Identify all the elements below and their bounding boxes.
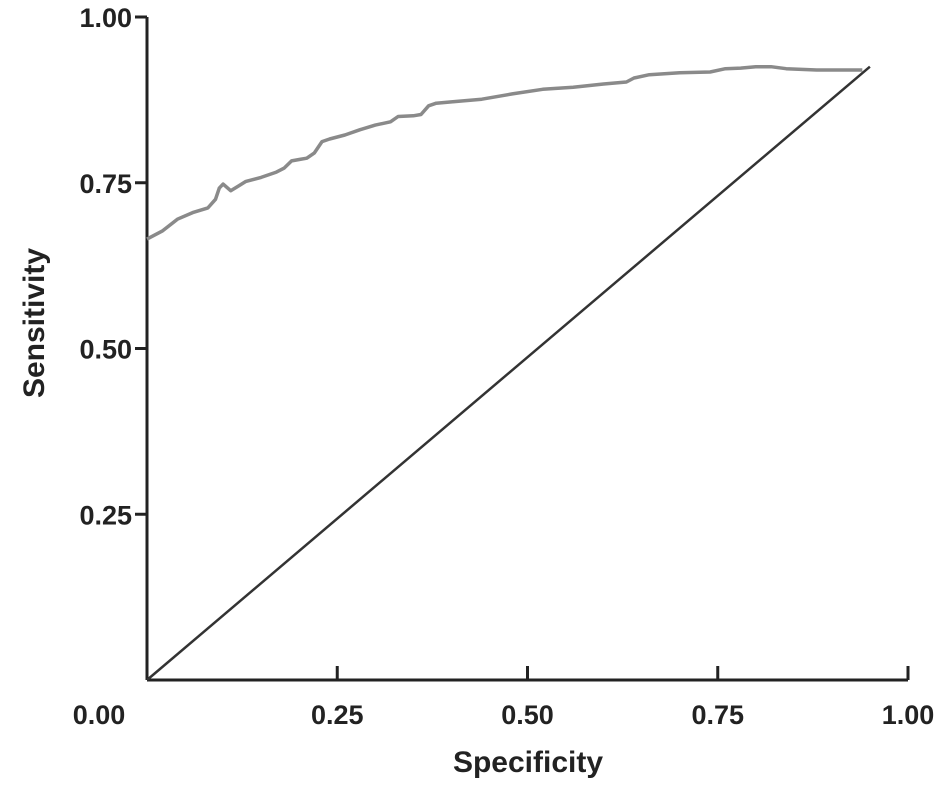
y-tick-label: 0.25 — [79, 500, 132, 530]
reference-diagonal-line — [146, 65, 871, 681]
x-tick-label: 0.00 — [73, 700, 126, 730]
roc-curve-line — [146, 64, 863, 241]
y-tick-label: 1.00 — [79, 3, 132, 33]
axes — [145, 17, 908, 682]
ticks: 0.00 0.25 0.50 0.75 1.00 0.25 0.50 0.75 1.00 — [73, 3, 935, 730]
y-tick-label: 0.50 — [79, 335, 132, 365]
x-tick-label: 0.75 — [691, 700, 744, 730]
series-group — [146, 64, 871, 681]
x-tick-label: 0.50 — [501, 700, 554, 730]
x-axis-title: Specificity — [453, 746, 603, 779]
x-tick-label: 0.25 — [311, 700, 364, 730]
y-axis-title: Sensitivity — [18, 248, 51, 398]
y-tick-label: 0.75 — [79, 169, 132, 199]
x-tick-label: 1.00 — [882, 700, 935, 730]
